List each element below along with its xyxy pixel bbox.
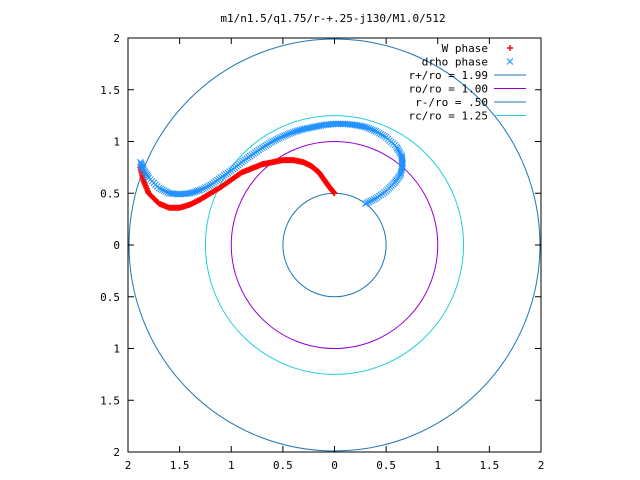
series-1-point-108 [279, 132, 287, 140]
series-1-point-113 [270, 137, 278, 144]
legend-label-1: drho phase [422, 56, 488, 69]
series-1-point-54 [372, 127, 380, 135]
series-1-point-55 [370, 127, 378, 134]
legend-swatch-1 [506, 58, 514, 65]
series-1-point-174 [165, 189, 173, 197]
y-tick-label-8: 2 [113, 446, 120, 459]
legend-label-4: r-/ro = .50 [415, 96, 488, 109]
series-1-point-155 [198, 185, 206, 193]
series-0 [137, 157, 338, 211]
y-tick-label-1: 1.5 [100, 84, 120, 97]
series-1-point-106 [282, 131, 290, 139]
series-1-point-58 [365, 125, 373, 132]
y-tick-label-4: 0 [113, 239, 120, 252]
series-1-point-175 [164, 189, 171, 196]
y-tick-label-7: 1.5 [100, 394, 120, 407]
y-tick-label-6: 1 [113, 343, 120, 356]
series-1-point-34 [398, 155, 406, 163]
series-1-point-179 [157, 185, 165, 193]
series-1-point-56 [369, 126, 376, 134]
circle-2 [282, 192, 387, 298]
series-1-point-150 [207, 181, 214, 189]
series-1-point-107 [281, 132, 288, 139]
series-1-point-176 [162, 188, 170, 195]
y-tick-label-3: 0.5 [100, 187, 120, 200]
x-tick-label-3: 0.5 [273, 459, 293, 472]
series-1-point-105 [284, 130, 292, 138]
legend-label-3: ro/ro = 1.00 [409, 83, 488, 96]
series-1-point-103 [288, 129, 295, 137]
series-1-point-152 [203, 183, 211, 191]
x-tick-label-7: 1.5 [479, 459, 499, 472]
series-1-point-154 [200, 185, 208, 192]
series-1-point-0 [362, 200, 369, 207]
x-tick-label-1: 1.5 [170, 459, 190, 472]
series-1-point-153 [202, 184, 209, 191]
x-tick-label-8: 2 [538, 459, 545, 472]
series-1-point-111 [274, 135, 282, 143]
chart-title: m1/n1.5/q1.75/r-+.25-j130/M1.0/512 [220, 12, 445, 25]
series-1-point-151 [205, 182, 213, 190]
series-1-point-57 [367, 125, 374, 133]
y-tick-label-2: 1 [113, 136, 120, 149]
series-1-point-102 [289, 128, 297, 136]
series-1-point-177 [160, 187, 168, 195]
x-tick-label-4: 0 [331, 459, 338, 472]
series-1-point-2 [365, 198, 373, 206]
series-1-point-5 [370, 195, 378, 203]
y-tick-label-0: 2 [113, 32, 120, 45]
series-1-point-112 [272, 136, 280, 144]
x-tick-label-2: 1 [228, 459, 235, 472]
ticks-layer: 2 1.5 1 0.5 0 0.5 1 1.5 221.510.500.511.52 [100, 32, 544, 472]
series-1-point-1 [363, 199, 371, 207]
circle-3 [204, 115, 465, 375]
series-1-point-109 [277, 133, 285, 141]
series-layer [137, 120, 406, 211]
circle-1 [230, 141, 439, 349]
y-tick-label-5: 0.5 [100, 291, 120, 304]
series-1-point-104 [286, 130, 294, 137]
series-1-point-178 [159, 186, 166, 194]
series-1-point-110 [276, 134, 283, 142]
series-1-point-4 [369, 196, 376, 204]
series-1-point-3 [367, 197, 374, 205]
series-1-point-198 [137, 158, 144, 166]
x-tick-label-0: 2 [125, 459, 132, 472]
x-tick-label-5: 0.5 [376, 459, 396, 472]
legend-label-0: W phase [442, 42, 488, 55]
legend-label-2: r+/ro = 1.99 [409, 69, 488, 82]
series-1 [137, 120, 406, 207]
legend-label-5: rc/ro = 1.25 [409, 110, 488, 123]
legend-swatch-0 [507, 45, 513, 51]
x-tick-label-6: 1 [434, 459, 441, 472]
